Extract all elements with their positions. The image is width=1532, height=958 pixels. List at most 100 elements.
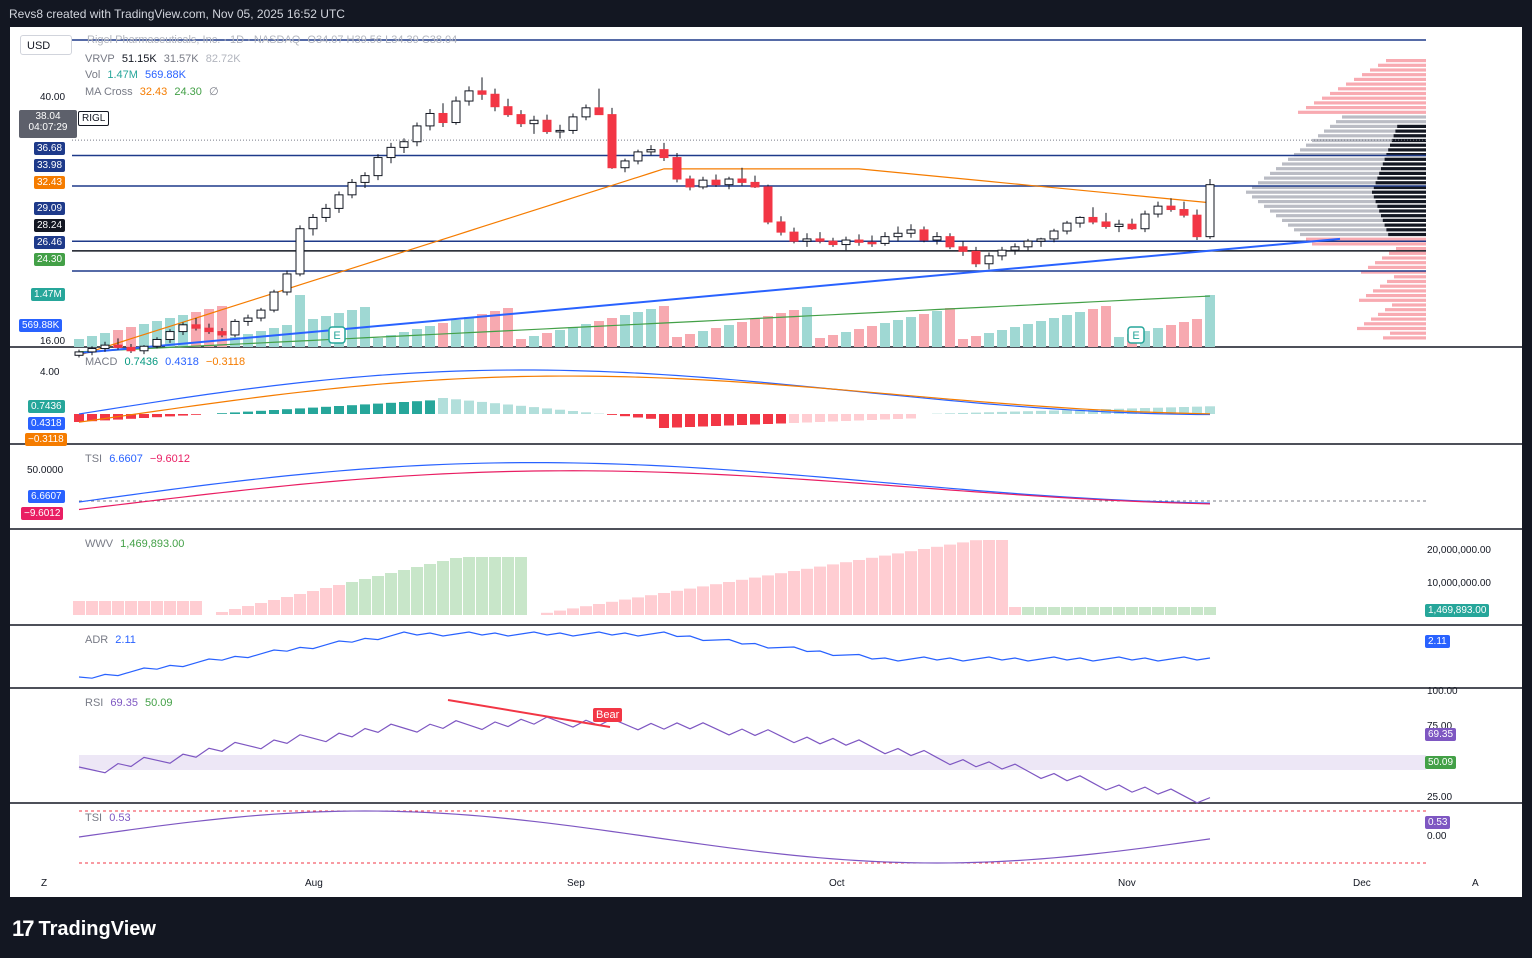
volume-bar — [815, 338, 825, 347]
wwv-bar — [177, 601, 189, 615]
candle-body — [1075, 216, 1085, 224]
ma-legend[interactable]: MA Cross 32.43 24.30 ∅ — [85, 85, 223, 98]
macd-histogram-bar — [412, 401, 422, 414]
wwv-bar — [190, 601, 202, 615]
symbol-legend[interactable]: Rigel Pharmaceuticals, Inc. · 1D · NASDA… — [87, 34, 461, 46]
wwv-bar — [840, 562, 852, 615]
macd-histogram-bar — [373, 403, 383, 414]
macd-histogram-bar — [139, 414, 149, 418]
volume-bar — [1166, 325, 1176, 347]
volume-profile-row-dark — [1388, 232, 1426, 237]
candle-body — [360, 175, 370, 183]
volume-bar — [906, 317, 916, 347]
candle-body — [919, 229, 929, 241]
volume-profile-row — [1373, 289, 1426, 293]
macd-histogram-bar — [607, 414, 617, 415]
tsi-legend[interactable]: TSI 6.6607 −9.6012 — [85, 453, 194, 465]
wwv-bar — [450, 558, 462, 615]
earnings-marker — [1127, 326, 1145, 344]
wwv-legend[interactable]: WWV 1,469,893.00 — [85, 538, 188, 550]
currency-button[interactable]: USD — [20, 35, 72, 55]
wwv-bar — [1035, 607, 1047, 615]
adr-label: 2.11 — [1425, 635, 1450, 648]
wwv-bar — [1178, 607, 1190, 615]
vrvp-legend[interactable]: VRVP 51.15K 31.57K 82.72K — [85, 53, 245, 65]
wwv-bar — [372, 576, 384, 615]
macd-histogram-bar — [542, 408, 552, 414]
level-label-5: 26.46 — [34, 236, 66, 249]
rsi-value-1: 69.35 — [110, 697, 138, 709]
adr-legend[interactable]: ADR 2.11 — [85, 634, 140, 646]
volume-bar — [893, 320, 903, 347]
tsi-tick: 50.0000 — [27, 465, 64, 476]
volume-bar — [1114, 337, 1124, 347]
candle-body — [906, 229, 916, 234]
wwv-bar — [255, 603, 267, 615]
macd-histogram-bar — [724, 414, 734, 426]
candle-body — [555, 129, 565, 133]
candle-body — [880, 236, 890, 244]
volume-bar — [269, 328, 279, 347]
wwv-tick-b: 10,000,000.00 — [1427, 578, 1491, 589]
wwv-bar — [398, 570, 410, 615]
volume-profile-row — [1282, 218, 1426, 222]
volume-bar — [425, 326, 435, 347]
wwv-bar — [1100, 607, 1112, 615]
volume-profile-row — [1288, 223, 1426, 227]
wwv-bar — [86, 601, 98, 615]
wwv-label: 1,469,893.00 — [1425, 604, 1490, 617]
candle-body — [256, 309, 266, 319]
volume-profile-row-dark — [1373, 195, 1426, 199]
candle-body — [1049, 230, 1059, 240]
candle-body — [139, 345, 149, 352]
wwv-bar — [359, 579, 371, 615]
wwv-bar — [1126, 607, 1138, 615]
vol-label-2: 569.88K — [19, 319, 63, 332]
scale-auto-button[interactable]: A — [1472, 878, 1479, 889]
volume-profile-row — [1270, 171, 1426, 175]
macd-label-c: −0.3118 — [25, 433, 67, 446]
volume-profile-row — [1389, 251, 1426, 255]
volume-bar — [607, 318, 617, 347]
vol-legend[interactable]: Vol 1.47M 569.88K — [85, 69, 190, 81]
macd-histogram-bar — [152, 414, 162, 418]
macd-histogram-bar — [178, 414, 188, 416]
tsi-label: TSI — [85, 453, 103, 465]
wwv-bar — [866, 557, 878, 615]
vrvp-label: VRVP — [85, 53, 115, 65]
volume-profile-row — [1270, 209, 1426, 213]
macd-histogram-bar — [737, 414, 747, 425]
wwv-bar — [307, 591, 319, 615]
candle-body — [607, 114, 617, 169]
volume-bar — [1179, 322, 1189, 347]
scale-left-button[interactable]: Z — [41, 878, 48, 889]
macd-histogram-bar — [477, 401, 487, 414]
wwv-value-1: 1,469,893.00 — [120, 538, 185, 550]
macd-histogram-bar — [1062, 410, 1072, 414]
candle-body — [893, 232, 903, 238]
macd-histogram-bar — [1075, 409, 1085, 414]
macd-histogram-bar — [1205, 406, 1215, 414]
time-tick-sep: Sep — [567, 878, 585, 889]
macd-histogram-bar — [568, 411, 578, 414]
ma-label: MA Cross — [85, 86, 133, 98]
volume-profile-row — [1357, 326, 1426, 331]
tsi2-legend[interactable]: TSI 0.53 — [85, 812, 135, 824]
level-label-3: 29.09 — [34, 202, 66, 215]
candle-body — [750, 181, 760, 188]
rsi-label: RSI — [85, 697, 104, 709]
last-price-label: 38.04 04:07:29 — [19, 110, 77, 138]
volume-profile-row-dark — [1379, 171, 1426, 175]
rsi-legend[interactable]: RSI 69.35 50.09 — [85, 697, 177, 709]
candle-body — [1127, 223, 1137, 230]
volume-profile-row-dark — [1382, 162, 1426, 166]
macd-legend[interactable]: MACD 0.7436 0.4318 −0.3118 — [85, 356, 249, 368]
time-tick-nov: Nov — [1118, 878, 1136, 889]
wwv-bar — [112, 601, 124, 615]
rsi-line — [78, 716, 1211, 804]
candle-body — [1205, 184, 1215, 238]
level-label-4: 28.24 — [34, 219, 66, 232]
volume-bar — [256, 331, 266, 347]
volume-bar — [1088, 309, 1098, 347]
